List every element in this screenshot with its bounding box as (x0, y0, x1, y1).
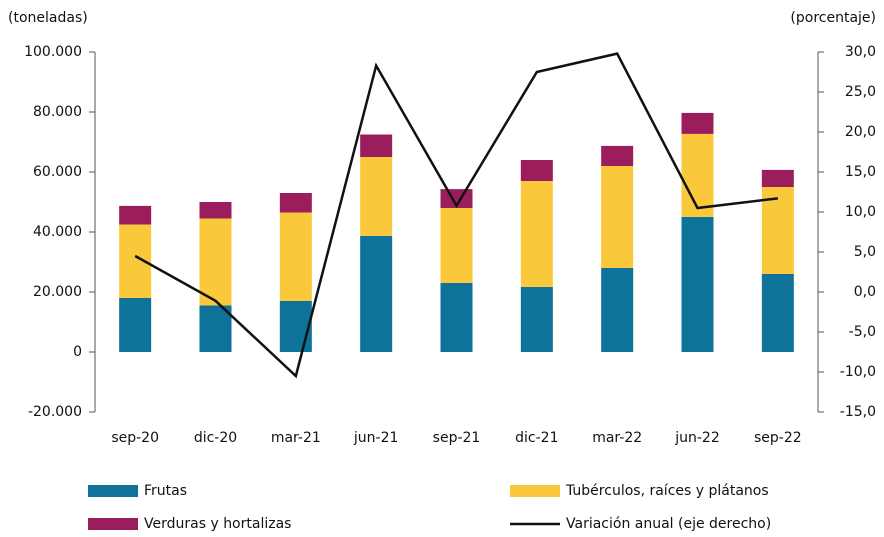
bar-segment (440, 208, 473, 283)
bar-segment (119, 298, 152, 352)
legend-label: Variación anual (eje derecho) (566, 516, 771, 532)
y-tick-label: 0 (73, 344, 82, 360)
y2-tick-label: 20,0 (845, 124, 876, 140)
y-tick-label: -20.000 (28, 404, 82, 420)
bar-segment (199, 202, 232, 219)
legend-swatch (88, 485, 138, 497)
bar-segment (520, 181, 553, 287)
bar-segment (279, 301, 312, 352)
legend-label: Tubérculos, raíces y plátanos (565, 483, 769, 499)
x-tick-label: jun-22 (674, 430, 720, 446)
bar-segment (761, 274, 794, 352)
y2-tick-label: 15,0 (845, 164, 876, 180)
bar-segment (360, 134, 393, 157)
bar-segment (601, 166, 634, 268)
bar-segment (360, 235, 393, 352)
x-tick-label: mar-21 (271, 430, 321, 446)
bar-segment (199, 218, 232, 306)
bar-segment (761, 169, 794, 187)
y2-tick-label: -5,0 (849, 324, 876, 340)
y-axis-label: (toneladas) (8, 10, 88, 26)
x-tick-label: sep-20 (111, 430, 159, 446)
y2-tick-label: 30,0 (845, 44, 876, 60)
bar-segment (681, 133, 714, 217)
bar-segment (601, 268, 634, 352)
bar-segment (279, 193, 312, 213)
y2-tick-label: 25,0 (845, 84, 876, 100)
y2-tick-label: 5,0 (854, 244, 876, 260)
y-tick-label: 40.000 (33, 224, 82, 240)
bar-segment (199, 305, 232, 352)
legend-swatch (88, 518, 138, 530)
x-tick-label: dic-20 (194, 430, 237, 446)
x-tick-label: sep-22 (754, 430, 802, 446)
y2-axis-label: (porcentaje) (790, 10, 876, 26)
legend-swatch (510, 485, 560, 497)
y-tick-label: 100.000 (24, 44, 82, 60)
legend-label: Frutas (144, 483, 187, 499)
x-tick-label: sep-21 (433, 430, 481, 446)
y2-tick-label: 0,0 (854, 284, 876, 300)
bar-segment (520, 160, 553, 181)
y2-tick-label: 10,0 (845, 204, 876, 220)
bar-segment (279, 212, 312, 301)
bar-segment (681, 112, 714, 134)
y-tick-label: 80.000 (33, 104, 82, 120)
bar-segment (761, 187, 794, 274)
bar-segment (440, 283, 473, 352)
x-tick-label: dic-21 (515, 430, 558, 446)
legend-label: Verduras y hortalizas (144, 516, 291, 532)
x-tick-label: mar-22 (592, 430, 642, 446)
y2-tick-label: -15,0 (840, 404, 876, 420)
x-tick-label: jun-21 (353, 430, 399, 446)
y2-tick-label: -10,0 (840, 364, 876, 380)
bar-segment (119, 205, 152, 225)
y-tick-label: 20.000 (33, 284, 82, 300)
bar-segment (520, 286, 553, 352)
bar-segment (601, 145, 634, 166)
y-tick-label: 60.000 (33, 164, 82, 180)
line (134, 52, 778, 379)
bar-segment (360, 157, 393, 236)
bar-segment (681, 217, 714, 352)
